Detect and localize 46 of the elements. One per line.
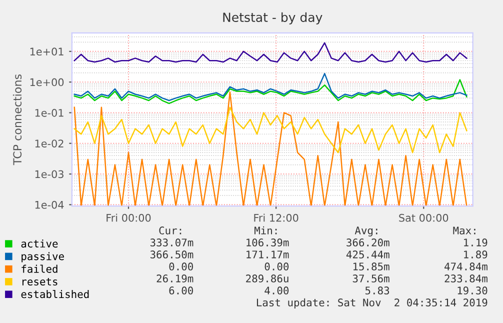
- text: 333.07m: [150, 238, 194, 246]
- text: 26.19m: [156, 274, 194, 282]
- line-series: [74, 91, 468, 206]
- y-tick-label: 1e-04: [35, 200, 64, 209]
- text: 366.20m: [346, 238, 390, 246]
- line-series: [74, 106, 468, 154]
- text: 474.84m: [444, 262, 488, 270]
- text: 1.89: [464, 250, 488, 258]
- x-tick-label: Fri 12:00: [254, 214, 298, 222]
- y-tick-label: 1e-03: [35, 170, 64, 178]
- text: 0.00: [264, 262, 289, 270]
- line-series: [74, 72, 468, 102]
- text: 5.83: [365, 286, 390, 294]
- text: 106.39m: [246, 238, 289, 246]
- text: 289.86u: [246, 274, 288, 282]
- y-axis-title: TCP connections: [12, 74, 22, 166]
- text: 1.19: [464, 238, 488, 246]
- x-tick-label: Fri 00:00: [106, 214, 151, 222]
- y-tick-label: 1e+01: [30, 48, 64, 56]
- legend-label: failed: [22, 264, 58, 273]
- chart-title: Netstat - by day: [223, 12, 322, 24]
- text: 6.00: [169, 286, 193, 294]
- legend-label: active: [21, 240, 58, 248]
- y-tick-label: 1e+00: [30, 78, 64, 86]
- text: 233.84m: [444, 274, 488, 282]
- text: 0.00: [169, 262, 193, 270]
- y-tick-label: 1e-02: [35, 140, 64, 148]
- line-series: [74, 42, 468, 63]
- text: 4.00: [264, 286, 289, 294]
- text: 366.50m: [150, 250, 194, 258]
- line-series: [74, 79, 468, 104]
- legend-label: established: [21, 290, 89, 298]
- text: 19.30: [458, 286, 488, 294]
- text: 171.17m: [246, 250, 289, 258]
- text: Last update: Sat Nov 2 04:35:14 2019: [256, 298, 488, 308]
- text: Min:: [254, 226, 277, 234]
- text: Avg:: [354, 226, 378, 236]
- text: Cur:: [159, 226, 182, 234]
- x-tick-label: Sat 00:00: [399, 214, 448, 222]
- text: Max:: [453, 226, 476, 234]
- text: 37.56m: [352, 274, 390, 282]
- text: 425.44m: [346, 250, 390, 258]
- legend-label: passive: [22, 252, 64, 262]
- text: 15.85m: [353, 262, 390, 270]
- y-tick-label: 1e-01: [35, 108, 64, 117]
- legend-label: resets: [22, 278, 58, 286]
